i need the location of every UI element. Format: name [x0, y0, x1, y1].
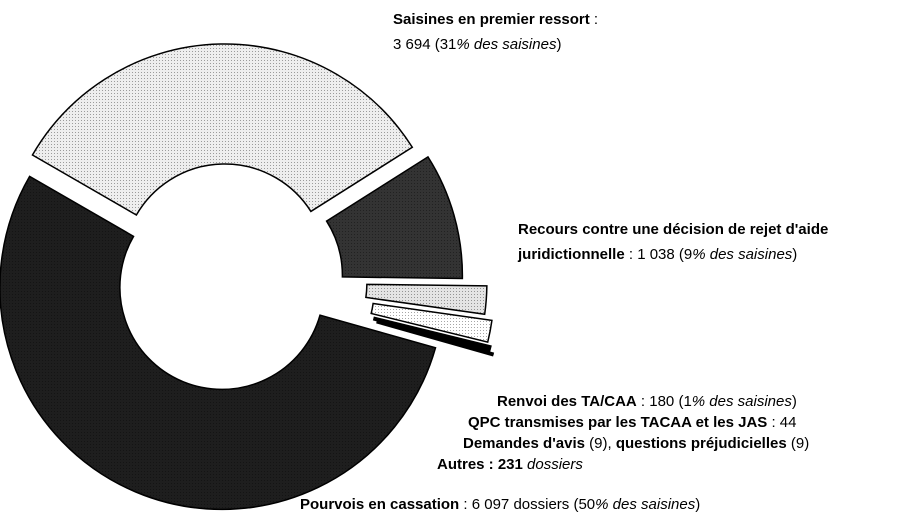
- label-run: : 6 097 dossiers (50: [459, 496, 595, 513]
- slice-texture: [0, 176, 436, 510]
- label-run: Renvoi des TA/CAA: [497, 393, 637, 410]
- label-run: % des saisines: [692, 393, 793, 410]
- label-run: ): [695, 496, 700, 513]
- label-run: 3 694 (31: [393, 36, 456, 53]
- label-run: ): [792, 393, 797, 410]
- label-line: 3 694 (31% des saisines): [393, 36, 561, 53]
- label-run: % des saisines: [692, 246, 793, 263]
- label-line: Pourvois en cassation : 6 097 dossiers (…: [300, 496, 700, 513]
- label-run: : 180 (1: [637, 393, 692, 410]
- label-run: ): [556, 36, 561, 53]
- label-line: QPC transmises par les TACAA et les JAS …: [468, 414, 796, 431]
- label-run: : 1 038 (9: [625, 246, 693, 263]
- label-run: (9),: [585, 435, 616, 452]
- label-run: % des saisines: [456, 36, 557, 53]
- label-run: Autres : 231: [437, 456, 523, 473]
- label-run: Pourvois en cassation: [300, 496, 459, 513]
- label-run: juridictionnelle: [517, 246, 625, 263]
- slice-texture: [365, 284, 487, 315]
- label-run: (9): [787, 435, 810, 452]
- label-run: Saisines en premier ressort: [393, 11, 590, 28]
- label-run: :: [590, 11, 598, 28]
- label-line: juridictionnelle : 1 038 (9% des saisine…: [517, 246, 797, 263]
- label-run: : 44: [767, 414, 796, 431]
- slice-texture: [371, 303, 492, 343]
- label-line: Saisines en premier ressort :: [393, 11, 598, 28]
- labels: Saisines en premier ressort :3 694 (31% …: [300, 11, 828, 513]
- label-run: ): [792, 246, 797, 263]
- label-run: questions préjudicielles: [616, 435, 787, 452]
- slice-texture: [373, 317, 491, 352]
- slice-texture: [377, 322, 493, 356]
- donut: [0, 43, 495, 511]
- label-line: Demandes d'avis (9), questions préjudici…: [463, 435, 809, 452]
- label-line: Recours contre une décision de rejet d'a…: [518, 221, 828, 238]
- slice-texture: [32, 44, 413, 216]
- label-run: QPC transmises par les TACAA et les JAS: [468, 414, 767, 431]
- label-run: dossiers: [523, 456, 584, 473]
- label-run: Demandes d'avis: [463, 435, 585, 452]
- label-run: % des saisines: [595, 496, 696, 513]
- label-run: Recours contre une décision de rejet d'a…: [518, 221, 828, 238]
- label-line: Autres : 231 dossiers: [437, 456, 583, 473]
- slice-texture: [326, 156, 463, 279]
- label-line: Renvoi des TA/CAA : 180 (1% des saisines…: [497, 393, 797, 410]
